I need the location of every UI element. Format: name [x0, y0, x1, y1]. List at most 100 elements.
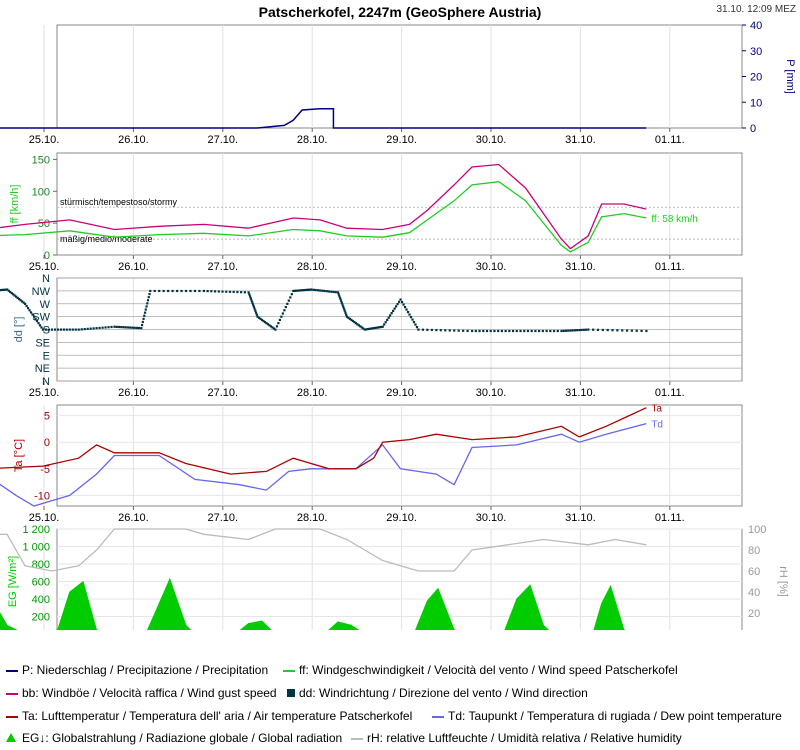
series-dir-point: [611, 329, 614, 332]
y-tick-label: 0: [44, 250, 50, 262]
y-tick-label-right: 60: [748, 566, 760, 578]
series-dir-point: [338, 295, 341, 298]
series-dir-point: [221, 290, 224, 293]
y-tick-label: 400: [32, 594, 50, 606]
legend-swatch-rad: [6, 733, 16, 742]
series-dir-point: [171, 289, 174, 293]
series-dir-point: [621, 329, 624, 332]
series-dir-point: [292, 289, 295, 293]
series-dir-point: [120, 325, 123, 329]
series-dir-point: [298, 289, 301, 292]
series-dir-point: [263, 320, 267, 324]
y-axis-label-temp: Ta [°C]: [13, 439, 25, 472]
series-dir-point: [269, 325, 273, 328]
series-dir-point: [573, 329, 577, 332]
y-tick-label: 40: [750, 20, 762, 32]
series-dir-point: [377, 326, 380, 329]
series-dir-point: [180, 289, 183, 293]
legend-swatch-temp: [6, 716, 18, 718]
y-tick-label: N: [42, 376, 50, 388]
series-dir-point: [18, 297, 21, 301]
series-dir-point: [386, 318, 389, 322]
x-tick-label: 31.10.: [565, 134, 596, 146]
series-dir-point: [286, 302, 289, 305]
series-dir-point: [259, 317, 262, 320]
x-tick-label: 30.10.: [476, 261, 507, 273]
series-dir-point: [390, 312, 393, 315]
series-dir-point: [243, 291, 246, 294]
y-tick-label: -5: [40, 464, 50, 476]
series-dir-point: [146, 302, 149, 305]
series-dir-point: [38, 324, 42, 327]
series-dir-point: [266, 323, 270, 326]
series-dir-point: [493, 329, 496, 333]
series-dir-point: [336, 291, 340, 294]
series-dir-point: [12, 293, 15, 296]
series-dir-point: [62, 328, 65, 331]
series-dir-point: [74, 328, 77, 331]
series-dir-point: [489, 329, 492, 333]
series-dir-point: [140, 323, 144, 327]
series-dir-point: [485, 329, 489, 333]
series-dir-point: [148, 292, 151, 296]
series-dir-point: [504, 329, 507, 333]
series-dir-point: [228, 290, 232, 293]
series-dir-point: [149, 289, 152, 293]
series-dir-point: [375, 326, 378, 329]
series-dir-point: [578, 328, 581, 332]
series-dir-point: [362, 327, 365, 330]
series-dir-point: [356, 323, 359, 326]
series-dir-point: [374, 326, 377, 330]
y-tick-label: 600: [32, 577, 50, 589]
series-dir-point: [332, 290, 335, 294]
series-dir-point: [129, 326, 132, 329]
series-dir-point: [415, 325, 419, 329]
series-dir-point: [122, 326, 125, 329]
series-rh-line: [0, 528, 647, 572]
series-dir-point: [408, 313, 411, 316]
series-dir-point: [10, 292, 13, 295]
series-dir-point: [255, 313, 258, 316]
series-dir-point: [143, 314, 146, 317]
y-tick-label: -10: [34, 490, 50, 502]
series-dir-point: [567, 329, 570, 332]
series-dir-point: [265, 322, 268, 325]
y-tick-label: 0: [750, 123, 756, 135]
legend: P: Niederschlag / Precipitazione / Preci…: [0, 630, 800, 750]
series-dir-point: [175, 289, 179, 293]
series-dir-point: [342, 305, 345, 308]
series-dir-point: [104, 326, 107, 329]
series-gust-line: [0, 163, 647, 250]
series-dir-point: [278, 318, 281, 322]
series-dir-point: [556, 329, 559, 333]
series-dir-point: [34, 317, 37, 320]
series-temp-line: [0, 407, 647, 475]
y-tick-label: 0: [44, 437, 50, 449]
series-dir-point: [153, 289, 156, 293]
series-dir-point: [142, 317, 145, 320]
series-dir-point: [202, 289, 205, 293]
y-tick-label: NW: [32, 286, 51, 298]
series-dir-point: [341, 303, 344, 306]
series-dir-point: [439, 329, 442, 332]
series-dir-point: [213, 290, 217, 293]
series-dir-point: [508, 329, 511, 333]
series-dir-point: [435, 328, 438, 332]
series-dir-point: [16, 296, 19, 299]
series-dir-point: [378, 326, 381, 329]
legend-swatch-wind: [283, 670, 295, 672]
series-dir-point: [571, 329, 574, 332]
series-dir-point: [453, 329, 456, 332]
series-dir-point: [482, 329, 485, 333]
legend-temp: Ta: Lufttemperatur / Temperatura dell' a…: [22, 709, 413, 723]
series-dir-point: [319, 289, 322, 292]
series-dir-point: [13, 294, 16, 297]
series-dir-point: [616, 329, 619, 332]
legend-gust: bb: Windböe / Velocità raffica / Wind gu…: [22, 686, 277, 700]
series-dir-point: [569, 329, 572, 332]
x-tick-label: 27.10.: [208, 261, 239, 273]
series-dir-point: [397, 300, 401, 303]
series-dir-point: [140, 327, 143, 330]
x-tick-label: 29.10.: [386, 512, 417, 524]
series-dir-point: [645, 329, 648, 333]
